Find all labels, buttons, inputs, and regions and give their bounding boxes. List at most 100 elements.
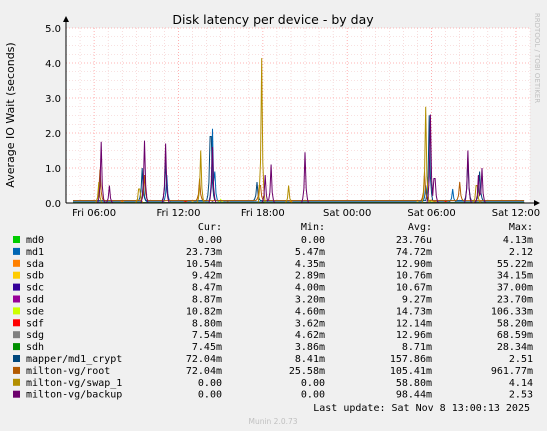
legend-value-avg: 10.76m [396, 271, 432, 282]
legend-header-avg: Avg: [408, 222, 432, 233]
legend-value-avg: 14.73m [396, 306, 432, 317]
legend-value-min: 3.62m [295, 318, 325, 329]
x-axis-arrow-icon [534, 200, 540, 206]
last-update-text: Last update: Sat Nov 8 13:00:13 2025 [313, 403, 530, 414]
legend-value-min: 4.62m [295, 330, 325, 341]
y-axis-arrow-icon [63, 16, 69, 22]
x-tick-label: Sat 06:00 [407, 208, 455, 219]
legend-swatch [13, 236, 20, 243]
legend-value-max: 4.13m [503, 235, 533, 246]
series-line-milton-vg-root [73, 169, 525, 202]
legend-value-max: 106.33m [491, 306, 533, 317]
legend-value-avg: 12.90m [396, 259, 432, 270]
legend-swatch [13, 343, 20, 351]
legend-swatch [13, 259, 20, 267]
legend-series-name: sdg [26, 330, 44, 341]
legend-value-avg: 12.96m [396, 330, 432, 341]
legend-value-max: 55.22m [497, 259, 533, 270]
legend-value-avg: 10.67m [396, 283, 432, 294]
legend-swatch [13, 247, 20, 255]
legend-value-cur: 8.47m [192, 283, 222, 294]
legend-series-name: md1 [26, 247, 44, 258]
legend-value-min: 3.20m [295, 295, 325, 306]
y-tick-label: 4.0 [45, 59, 61, 70]
legend-swatch [13, 390, 20, 398]
legend-series-name: sdf [26, 318, 44, 329]
y-tick-label: 0.0 [45, 199, 61, 210]
legend-value-min: 4.35m [295, 259, 325, 270]
legend-swatch [13, 295, 20, 303]
legend-value-min: 5.47m [295, 247, 325, 258]
legend-value-max: 68.59m [497, 330, 533, 341]
legend-swatch [13, 331, 20, 339]
legend-series-name: milton-vg/backup [26, 390, 122, 401]
legend-value-cur: 0.00 [198, 378, 222, 389]
legend-value-cur: 72.04m [186, 354, 222, 365]
legend-value-avg: 105.41m [390, 366, 432, 377]
legend-value-min: 4.60m [295, 306, 325, 317]
legend-series-name: sde [26, 306, 44, 317]
legend-header-cur: Cur: [198, 222, 222, 233]
legend-value-min: 8.41m [295, 354, 325, 365]
grid-lines [66, 27, 531, 203]
legend-series-name: sdc [26, 283, 44, 294]
y-tick-labels: 0.0 1.0 2.0 3.0 4.0 5.0 [45, 24, 61, 210]
legend-header-max: Max: [509, 222, 533, 233]
chart-title: Disk latency per device - by day [172, 12, 374, 27]
x-tick-label: Fri 12:00 [157, 208, 201, 219]
x-tick-label: Sat 00:00 [323, 208, 371, 219]
legend-value-avg: 74.72m [396, 247, 432, 258]
legend-swatch [13, 355, 20, 362]
legend-swatch [13, 271, 20, 279]
legend-value-cur: 7.54m [192, 330, 222, 341]
legend-value-avg: 8.71m [402, 342, 432, 353]
legend-series-name: sdh [26, 342, 44, 353]
legend-value-min: 3.86m [295, 342, 325, 353]
x-tick-label: Fri 18:00 [241, 208, 285, 219]
rrdtool-watermark: RRDTOOL / TOBI OETIKER [533, 13, 541, 103]
legend-value-min: 4.00m [295, 283, 325, 294]
legend-value-cur: 7.45m [192, 342, 222, 353]
legend-value-cur: 10.82m [186, 306, 222, 317]
legend-series-name: sdd [26, 295, 44, 306]
legend-value-avg: 23.76u [396, 235, 432, 246]
legend-value-max: 961.77m [491, 366, 533, 377]
legend-swatch [13, 283, 20, 291]
legend-value-cur: 8.87m [192, 295, 222, 306]
legend-value-max: 2.12 [509, 247, 533, 258]
legend-value-avg: 98.44m [396, 390, 432, 401]
legend-value-cur: 0.00 [198, 390, 222, 401]
legend-value-cur: 72.04m [186, 366, 222, 377]
legend-value-max: 58.20m [497, 318, 533, 329]
x-tick-label: Sat 12:00 [492, 208, 540, 219]
legend-swatch [13, 378, 20, 386]
legend-value-max: 34.15m [497, 271, 533, 282]
y-tick-label: 3.0 [45, 94, 61, 105]
legend-value-max: 2.51 [509, 354, 533, 365]
legend-value-avg: 157.86m [390, 354, 432, 365]
legend-series-name: mapper/md1_crypt [26, 354, 122, 365]
x-tick-labels: Fri 06:00 Fri 12:00 Fri 18:00 Sat 00:00 Sat … [72, 208, 540, 219]
legend-value-cur: 9.42m [192, 271, 222, 282]
legend-series-name: milton-vg/swap_1 [26, 378, 122, 389]
legend: Cur: Min: Avg: Max:md0 0.00 0.00 23.76u 4.13mmd… [13, 222, 533, 401]
legend-value-cur: 23.73m [186, 247, 222, 258]
y-tick-label: 1.0 [45, 164, 61, 175]
legend-value-max: 28.34m [497, 342, 533, 353]
legend-series-name: md0 [26, 235, 44, 246]
legend-header-min: Min: [301, 222, 325, 233]
legend-value-min: 2.89m [295, 271, 325, 282]
legend-value-min: 0.00 [301, 390, 325, 401]
legend-value-cur: 8.80m [192, 318, 222, 329]
legend-value-avg: 58.80m [396, 378, 432, 389]
y-axis-label: Average IO Wait (seconds) [4, 42, 17, 187]
legend-swatch [13, 366, 20, 374]
legend-swatch [13, 319, 20, 327]
legend-value-max: 37.00m [497, 283, 533, 294]
legend-value-max: 4.14 [509, 378, 533, 389]
legend-value-avg: 9.27m [402, 295, 432, 306]
y-tick-label: 2.0 [45, 129, 61, 140]
munin-version-footer: Munin 2.0.73 [248, 417, 297, 426]
legend-series-name: sdb [26, 271, 44, 282]
